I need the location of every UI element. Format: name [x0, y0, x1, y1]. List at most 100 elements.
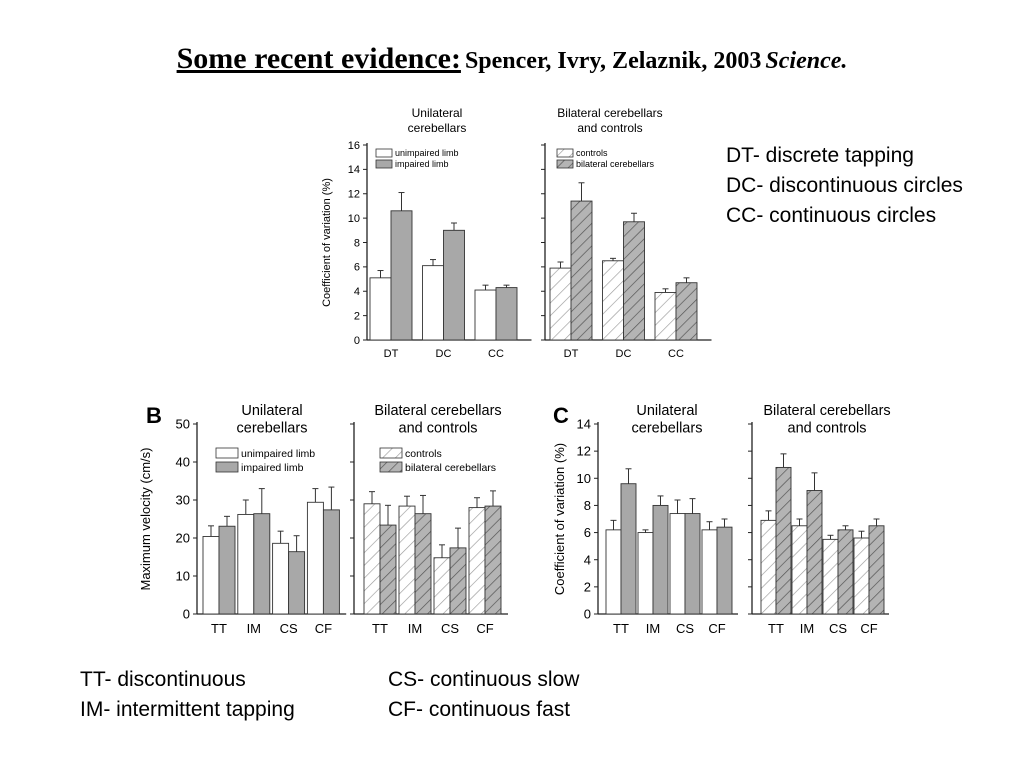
bar [716, 526, 733, 615]
note-dt: DT- discrete tapping [726, 144, 914, 167]
y-tick-label: 16 [348, 140, 360, 152]
subpanel-title-line: Unilateral [636, 403, 697, 419]
legend-swatch [379, 447, 403, 459]
x-tick-label: CS [676, 621, 694, 636]
subpanel-title-line: Bilateral cerebellars [763, 403, 890, 419]
bar [390, 210, 413, 341]
y-tick-label: 10 [348, 213, 360, 225]
chart-panel-3: C Coefficient of variation (%) 0 2 4 6 8 10 12 14… [552, 403, 891, 636]
legend-label: controls [405, 448, 442, 460]
y-tick-label: 8 [584, 498, 591, 513]
legend-label: bilateral cerebellars [576, 159, 655, 169]
bar [468, 507, 486, 615]
slide-title: Some recent evidence: Spencer, Ivry, Zel… [0, 42, 1024, 76]
panel-label: B [146, 403, 162, 428]
bar [701, 529, 718, 615]
subpanel-title-line: cerebellars [632, 421, 703, 437]
note-im: IM- intermittent tapping [80, 698, 295, 721]
subpanel-title-line: and controls [399, 421, 478, 437]
chart-panel-1: Coefficient of variation (%) 0 2 4 6 8 10 12 14 1… [321, 106, 712, 360]
bar [306, 501, 324, 615]
bar [237, 513, 255, 615]
x-tick-label: CF [860, 621, 877, 636]
bar [620, 483, 637, 615]
subpanel-title-line: and controls [788, 421, 867, 437]
bar [474, 289, 497, 341]
bar [549, 267, 572, 341]
bar [853, 537, 870, 615]
bar [363, 503, 381, 615]
y-tick-label: 2 [584, 579, 591, 594]
bar [484, 505, 502, 615]
y-tick-label: 12 [577, 444, 591, 459]
bar [806, 490, 823, 615]
bar [684, 513, 701, 615]
bar [422, 265, 444, 341]
bar [288, 551, 306, 615]
y-axis-label: Maximum velocity (cm/s) [138, 447, 153, 590]
x-tick-label: DC [436, 348, 452, 360]
legend-swatch [556, 148, 574, 158]
legend-swatch [375, 148, 393, 158]
bar [322, 509, 340, 615]
legend-label: unimpaired limb [241, 448, 315, 460]
x-tick-label: CS [280, 621, 298, 636]
y-tick-label: 0 [183, 607, 190, 622]
bar [443, 229, 465, 341]
x-tick-label: IM [408, 621, 422, 636]
y-tick-label: 2 [354, 310, 360, 322]
bar [775, 466, 792, 615]
bar [218, 525, 236, 615]
bar [449, 547, 467, 615]
note-cc: CC- continuous circles [726, 204, 937, 227]
top-abbreviation-notes: DT- discrete tapping DC- discontinuous c… [726, 141, 963, 231]
subpanel-1: 0 2 4 6 8 10 12 14 Unilateral cerebellars TT IM CS CF [577, 403, 738, 636]
note-tt: TT- discontinuous [80, 668, 246, 691]
bar [414, 513, 432, 615]
x-tick-label: DC [616, 348, 632, 360]
y-axis-label: Coefficient of variation (%) [321, 178, 333, 307]
bar [495, 287, 518, 341]
x-tick-label: CF [315, 621, 332, 636]
legend-swatch [375, 159, 393, 169]
subpanel-2: Bilateral cerebellars and controls TT IM CS C… [350, 403, 508, 636]
x-tick-label: IM [646, 621, 660, 636]
subpanel-1: 0 10 20 30 40 50 Unilateral cerebellars TT IM CS CF… [176, 403, 347, 636]
y-tick-label: 20 [176, 531, 190, 546]
bar [791, 525, 808, 615]
bar [602, 260, 624, 341]
x-tick-label: CF [476, 621, 493, 636]
note-dc: DC- discontinuous circles [726, 174, 963, 197]
y-tick-label: 4 [584, 552, 591, 567]
note-cs: CS- continuous slow [388, 668, 580, 691]
legend-swatch [215, 461, 239, 473]
x-tick-label: DT [384, 348, 399, 360]
y-tick-label: 14 [348, 164, 360, 176]
bar [398, 505, 416, 615]
bar [822, 538, 839, 615]
legend-label: unimpaired limb [395, 148, 459, 158]
x-tick-label: CS [441, 621, 459, 636]
x-tick-label: TT [372, 621, 388, 636]
bar [837, 529, 854, 615]
y-tick-label: 10 [176, 569, 190, 584]
x-tick-label: IM [800, 621, 814, 636]
legend-label: impaired limb [395, 159, 449, 169]
subpanel-2: Bilateral cerebellars and controls TT IM CS C… [748, 403, 891, 636]
note-cf: CF- continuous fast [388, 698, 571, 721]
x-tick-label: IM [247, 621, 261, 636]
bar [433, 557, 451, 615]
x-tick-label: TT [768, 621, 784, 636]
y-tick-label: 6 [584, 525, 591, 540]
x-tick-label: CF [708, 621, 725, 636]
y-tick-label: 8 [354, 237, 360, 249]
bottom-notes-left: TT- discontinuous IM- intermittent tappi… [80, 665, 295, 725]
subpanel-title-line: Bilateral cerebellars [557, 106, 662, 120]
bar [654, 292, 677, 341]
legend-label: controls [576, 148, 608, 158]
title-citation: Spencer, Ivry, Zelaznik, 2003 [464, 48, 762, 74]
subpanel-title-line: Unilateral [241, 403, 302, 419]
x-tick-label: CS [829, 621, 847, 636]
